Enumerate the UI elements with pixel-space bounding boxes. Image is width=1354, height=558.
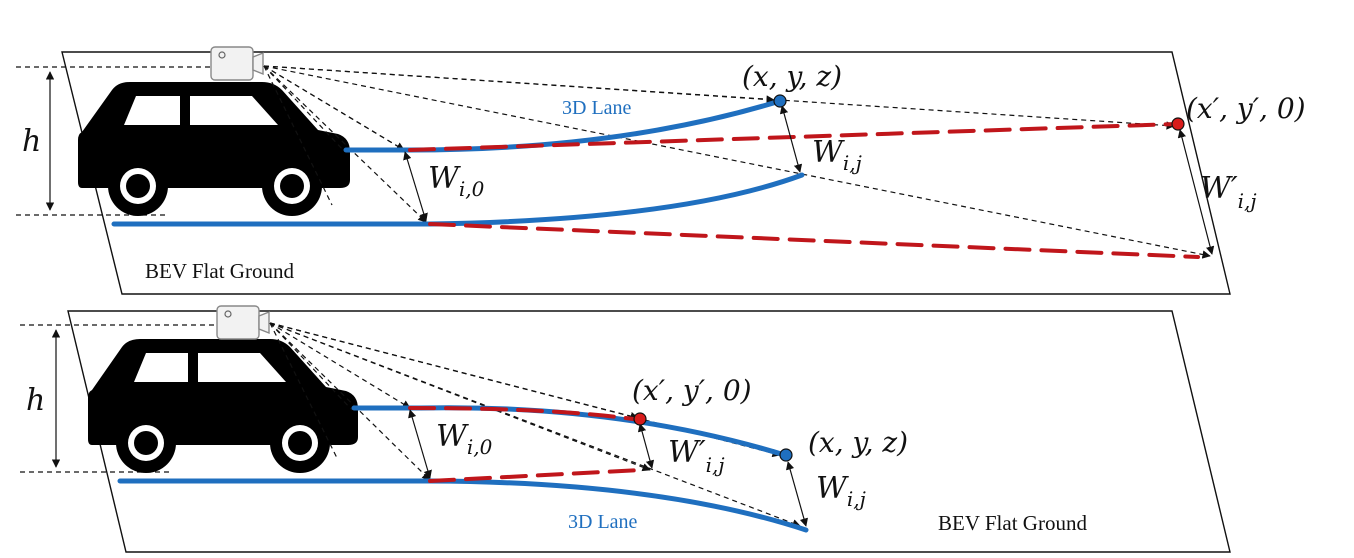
bottom-width-3d-label: Wi,j — [816, 471, 866, 511]
top-lane-right-projected — [428, 222, 1200, 259]
top-width-projected-label: W′i,j — [1200, 171, 1257, 213]
bottom-lanes — [117, 405, 809, 533]
top-panel: h — [16, 46, 1306, 295]
camera-icon — [216, 305, 270, 340]
top-width-start-label: Wi,0 — [428, 161, 485, 201]
bottom-height-dimension: h — [20, 324, 232, 473]
top-height-dimension: h — [16, 66, 228, 216]
bottom-width-start-label: Wi,0 — [436, 419, 493, 459]
bottom-point-3d-label: (x, y, z) — [808, 426, 908, 459]
bottom-lane-left-projected — [408, 406, 642, 422]
bottom-lane-right-projected — [428, 468, 644, 483]
bottom-point-projected — [633, 412, 647, 426]
bottom-camera-rays — [269, 322, 801, 528]
top-width-3d-label: Wi,j — [812, 135, 862, 175]
top-point-projected-label: (x′, y′, 0) — [1186, 92, 1306, 125]
car-icon — [78, 82, 350, 216]
top-ground-label: BEV Flat Ground — [145, 259, 294, 283]
top-point-projected — [1171, 117, 1185, 131]
bottom-point-3d — [779, 448, 793, 462]
top-lane-label: 3D Lane — [562, 97, 632, 119]
bottom-lane-left-3d — [351, 405, 791, 459]
top-camera-rays — [263, 65, 1211, 259]
bottom-lane-right-3d — [117, 478, 809, 533]
top-width-arrows — [403, 105, 1215, 255]
car-icon — [88, 339, 358, 473]
bottom-width-projected-label: W′i,j — [668, 435, 725, 477]
top-height-label: h — [22, 124, 41, 159]
bottom-lane-label: 3D Lane — [568, 511, 638, 533]
bottom-ground-plane — [67, 310, 1231, 553]
camera-icon — [210, 46, 264, 81]
top-point-3d — [773, 94, 787, 108]
bottom-width-arrows — [408, 409, 808, 527]
bottom-height-label: h — [26, 383, 45, 418]
top-lane-right-3d — [111, 172, 805, 227]
bottom-point-projected-label: (x′, y′, 0) — [632, 374, 752, 407]
top-point-3d-label: (x, y, z) — [742, 60, 842, 93]
bottom-ground-label: BEV Flat Ground — [938, 511, 1087, 535]
bottom-panel: h — [20, 305, 1231, 553]
top-ground-plane — [61, 51, 1231, 295]
